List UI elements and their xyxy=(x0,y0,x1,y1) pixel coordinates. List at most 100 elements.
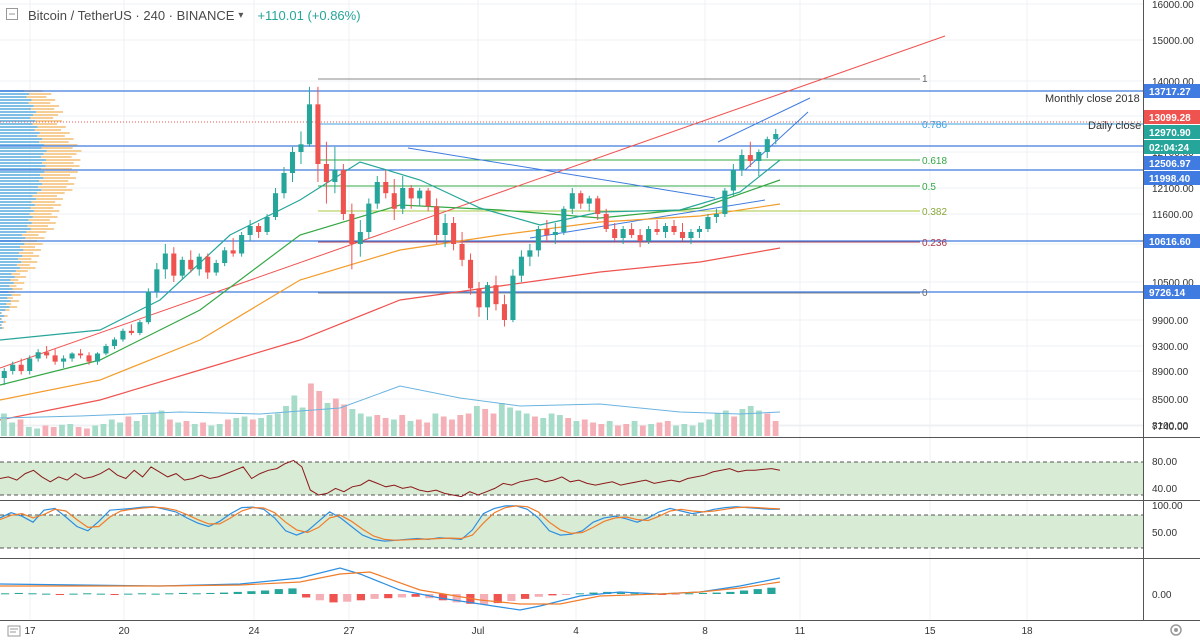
volume-bar xyxy=(648,424,655,436)
volume-bar xyxy=(59,424,65,436)
macd-bar xyxy=(452,594,461,603)
candle xyxy=(417,188,423,207)
eye-icon[interactable] xyxy=(7,625,21,637)
candle xyxy=(230,238,236,257)
svg-text:10616.60: 10616.60 xyxy=(1149,237,1191,248)
candle xyxy=(730,164,736,196)
volume-bar xyxy=(639,425,646,436)
macd-bar xyxy=(507,594,516,601)
settings-icon[interactable] xyxy=(1170,624,1182,636)
price-change: +110.01 (+0.86%) xyxy=(257,7,361,23)
price-badge: 12506.97 xyxy=(1144,156,1200,170)
svg-text:13717.27: 13717.27 xyxy=(1149,87,1191,98)
price-badge: 13717.27 xyxy=(1144,84,1200,98)
volume-bar xyxy=(166,419,173,436)
chevron-down-icon[interactable]: ▾ xyxy=(238,9,244,21)
svg-text:02:04:24: 02:04:24 xyxy=(1149,143,1189,154)
volume-ma xyxy=(0,385,781,419)
macd-bar xyxy=(767,587,776,594)
price-badge: 11998.40 xyxy=(1144,171,1200,185)
macd-bar xyxy=(589,592,598,594)
volume-bar xyxy=(722,410,729,436)
volume-bar xyxy=(656,422,663,436)
volume-bar xyxy=(266,415,273,436)
candle xyxy=(315,86,321,182)
indicator-axis: 80.00 40.00 100.00 50.00 0.00 xyxy=(1152,457,1183,601)
volume-bar xyxy=(391,419,397,436)
macd-bar xyxy=(534,594,543,597)
candle xyxy=(535,226,541,257)
candle xyxy=(451,217,457,251)
symbol-title[interactable]: Bitcoin / TetherUS · 240 · BINANCE xyxy=(28,7,235,23)
candle xyxy=(111,337,117,350)
volume-bar xyxy=(34,428,40,436)
macd-bar xyxy=(726,591,735,594)
macd-bar xyxy=(698,592,708,594)
volume-bar xyxy=(17,419,24,436)
macd-bar xyxy=(1,593,10,595)
candle xyxy=(484,282,491,320)
fib-label-05: 0.5 xyxy=(922,182,936,193)
macd-bar xyxy=(14,592,23,594)
fib-label-0: 0 xyxy=(922,288,928,299)
volume-bar xyxy=(673,425,679,436)
price-badge: 12970.90 xyxy=(1144,125,1200,139)
volume-bar xyxy=(532,416,538,436)
volume-bar xyxy=(764,413,771,436)
candle xyxy=(400,176,406,214)
candle xyxy=(256,223,262,238)
candle xyxy=(764,136,770,158)
macd-bar xyxy=(712,592,721,594)
candle xyxy=(713,208,719,223)
candle xyxy=(323,141,329,204)
candle xyxy=(476,282,482,317)
candle xyxy=(654,220,660,235)
candle xyxy=(518,250,524,282)
volume-bar xyxy=(747,406,754,436)
volume-bar xyxy=(756,410,762,436)
volume-bar xyxy=(457,415,464,436)
volume-bar xyxy=(200,422,206,436)
volume-bar xyxy=(565,418,572,436)
candle xyxy=(154,263,160,298)
collapse-icon[interactable] xyxy=(6,8,18,20)
time-label-18: 18 xyxy=(1021,626,1033,637)
macd-bar xyxy=(124,593,133,595)
candle xyxy=(298,131,304,164)
candle xyxy=(137,320,143,336)
volume-bar xyxy=(739,409,746,436)
macd-bar xyxy=(274,589,283,594)
volume-bar xyxy=(67,424,74,436)
volume-bar xyxy=(482,409,489,436)
volume-profile xyxy=(0,90,82,329)
volume-bar xyxy=(449,419,455,436)
volume-bar xyxy=(332,398,339,436)
volume-bar xyxy=(133,421,140,436)
volume-bar xyxy=(623,424,630,436)
macd-tick-0: 0.00 xyxy=(1152,590,1172,601)
candle xyxy=(434,198,440,244)
volume-bar xyxy=(75,427,82,436)
moving-averages xyxy=(0,159,781,421)
volume-bar xyxy=(507,407,513,436)
candle xyxy=(739,149,745,176)
macd-bar xyxy=(370,594,379,599)
time-label-20: 20 xyxy=(118,626,130,637)
candle xyxy=(289,146,296,182)
macd-bar xyxy=(28,593,37,595)
volume-bars xyxy=(1,383,779,436)
candle xyxy=(264,214,270,235)
price-tick: 12100.00 xyxy=(1152,184,1194,195)
candle xyxy=(756,149,762,176)
volume-bar xyxy=(316,391,323,436)
candle xyxy=(544,220,550,241)
macd-bar xyxy=(671,594,680,595)
fib-label-1: 1 xyxy=(922,74,928,85)
volume-bar xyxy=(631,421,638,436)
price-tick: 7740.00 xyxy=(1152,422,1189,433)
volume-bar xyxy=(473,406,480,436)
candle xyxy=(196,253,202,276)
volume-bar xyxy=(299,407,306,436)
candle xyxy=(205,253,211,279)
